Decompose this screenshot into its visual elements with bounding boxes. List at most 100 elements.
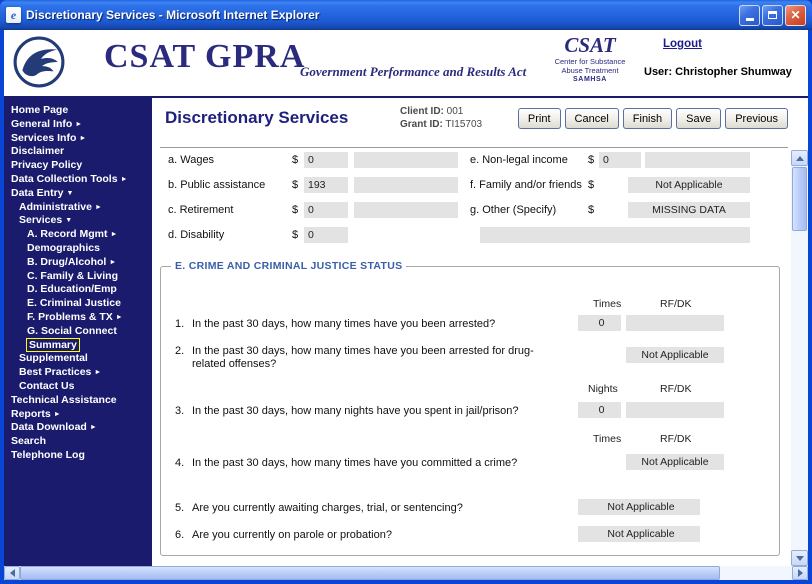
scroll-down-button[interactable] [791, 550, 808, 566]
question-text: In the past 30 days, how many times have… [192, 457, 518, 469]
client-id-label: Client ID: [400, 106, 444, 117]
scroll-left-button[interactable] [4, 566, 20, 580]
question-row: 5. Are you currently awaiting charges, t… [175, 502, 537, 515]
print-button[interactable]: Print [517, 108, 561, 129]
maximize-button[interactable] [762, 4, 783, 26]
sidebar-item-criminal-justice[interactable]: E. Criminal Justice [27, 297, 121, 310]
question-row: 6. Are you currently on parole or probat… [175, 529, 537, 542]
sidebar-item-problems-tx[interactable]: F. Problems & TX ► [27, 310, 123, 323]
hhs-eagle-logo-icon [12, 35, 66, 89]
sidebar-item-search[interactable]: Search [11, 435, 47, 448]
sidebar-item-services[interactable]: Services ▼ [19, 214, 73, 227]
q1-rfdk-field [626, 315, 724, 331]
sidebar-item-record-mgmt[interactable]: A. Record Mgmt ► [27, 228, 118, 241]
sidebar-item-contact-us[interactable]: Contact Us [19, 379, 75, 392]
grant-id-value: TI15703 [445, 119, 483, 130]
wages-rfdk-field [354, 152, 458, 168]
q1-times-field: 0 [578, 315, 621, 331]
close-button[interactable]: ✕ [785, 4, 806, 26]
horizontal-scrollbar[interactable] [4, 566, 808, 580]
sidebar-item-technical-assistance[interactable]: Technical Assistance [11, 393, 117, 406]
family-friends-rfdk-field: Not Applicable [628, 177, 750, 193]
q5-answer-field: Not Applicable [578, 499, 700, 515]
submenu-arrow-icon: ► [53, 410, 61, 418]
submenu-arrow-icon: ► [94, 369, 102, 377]
scroll-right-button[interactable] [792, 566, 808, 580]
sidebar-item-data-download[interactable]: Data Download ► [11, 421, 97, 434]
column-header-nights: Nights [588, 383, 618, 395]
sidebar-item-data-collection-tools[interactable]: Data Collection Tools ► [11, 172, 128, 185]
question-text: In the past 30 days, how many times have… [192, 345, 534, 370]
title-bar[interactable]: e Discretionary Services - Microsoft Int… [0, 0, 812, 30]
up-arrow-icon [795, 155, 804, 161]
fieldset-legend: E. CRIME AND CRIMINAL JUSTICE STATUS [171, 260, 407, 272]
minimize-button[interactable] [739, 4, 760, 26]
down-arrow-icon [795, 555, 804, 561]
nonlegal-rfdk-field [645, 152, 750, 168]
retirement-rfdk-field [354, 202, 458, 218]
sidebar-item-telephone-log[interactable]: Telephone Log [11, 448, 85, 461]
sidebar-nav: Home Page General Info ► Services Info ► D… [4, 98, 152, 566]
currency-sign: $ [588, 204, 595, 216]
save-button[interactable]: Save [676, 108, 722, 129]
previous-button[interactable]: Previous [725, 108, 788, 129]
grant-id-label: Grant ID: [400, 119, 443, 130]
sidebar-item-privacy-policy[interactable]: Privacy Policy [11, 159, 83, 172]
sidebar-item-best-practices[interactable]: Best Practices ► [19, 366, 102, 379]
q3-rfdk-field [626, 402, 724, 418]
sidebar-item-family-living[interactable]: C. Family & Living [27, 269, 119, 282]
sidebar-item-administrative[interactable]: Administrative ► [19, 200, 102, 213]
submenu-arrow-icon: ► [120, 175, 128, 183]
csat-logo-line2: Abuse Treatment [561, 66, 619, 75]
scroll-up-button[interactable] [791, 150, 808, 166]
public-assistance-field: 193 [304, 177, 348, 193]
sidebar-item-drug-alcohol[interactable]: B. Drug/Alcohol ► [27, 255, 117, 268]
header-divider [160, 147, 788, 148]
field-label: c. Retirement [168, 204, 234, 216]
gpra-subtitle: Government Performance and Results Act [300, 64, 527, 79]
sidebar-item-home-page[interactable]: Home Page [11, 104, 69, 116]
submenu-arrow-icon: ► [89, 424, 97, 432]
column-header-rfdk: RF/DK [660, 298, 692, 310]
other-income-rfdk-field: MISSING DATA [628, 202, 750, 218]
question-text: In the past 30 days, how many times have… [192, 318, 496, 330]
csat-logo-line1: Center for Substance [554, 57, 626, 66]
sidebar-item-social-connect[interactable]: G. Social Connect [27, 324, 117, 337]
sidebar-item-general-info[interactable]: General Info ► [11, 117, 83, 130]
submenu-arrow-icon: ► [110, 231, 118, 239]
sidebar-item-supplemental[interactable]: Supplemental [19, 352, 88, 365]
submenu-arrow-icon: ► [115, 313, 123, 321]
left-arrow-icon [9, 569, 15, 577]
expanded-arrow-icon: ▼ [66, 189, 74, 197]
column-header-rfdk: RF/DK [660, 433, 692, 445]
sidebar-item-summary[interactable]: Summary [26, 337, 80, 352]
csat-gpra-wordmark: CSAT GPRA [104, 38, 306, 75]
vertical-scroll-thumb[interactable] [792, 167, 807, 231]
income-row-d: d. Disability $ 0 [152, 227, 791, 243]
field-label: f. Family and/or friends [470, 179, 582, 191]
logout-link[interactable]: Logout [663, 38, 702, 50]
sidebar-item-disclaimer[interactable]: Disclaimer [11, 145, 65, 158]
income-row-b-f: b. Public assistance $ 193 f. Family and… [152, 177, 791, 193]
question-row: 4. In the past 30 days, how many times h… [175, 457, 537, 470]
sidebar-item-services-info[interactable]: Services Info ► [11, 131, 87, 144]
page-title: Discretionary Services [165, 108, 349, 127]
sidebar-item-reports[interactable]: Reports ► [11, 407, 61, 420]
client-id-row: Client ID: 001 [400, 105, 482, 118]
minimize-icon [745, 17, 754, 21]
cancel-button[interactable]: Cancel [564, 108, 619, 129]
sidebar-item-data-entry[interactable]: Data Entry ▼ [11, 186, 74, 199]
vertical-scrollbar[interactable] [791, 150, 808, 566]
finish-button[interactable]: Finish [622, 108, 673, 129]
client-id-value: 001 [446, 106, 464, 117]
horizontal-scroll-thumb[interactable] [20, 566, 720, 580]
browser-viewport: CSAT GPRA Government Performance and Res… [4, 30, 808, 580]
sidebar-item-demographics[interactable]: Demographics [27, 241, 100, 254]
disability-field: 0 [304, 227, 348, 243]
sidebar-item-education-emp[interactable]: D. Education/Emp [27, 283, 117, 296]
question-row: 2. In the past 30 days, how many times h… [175, 345, 537, 371]
currency-sign: $ [292, 229, 299, 241]
retirement-field: 0 [304, 202, 348, 218]
toolbar: Print Cancel Finish Save Previous [517, 108, 788, 129]
other-specify-field [480, 227, 750, 243]
